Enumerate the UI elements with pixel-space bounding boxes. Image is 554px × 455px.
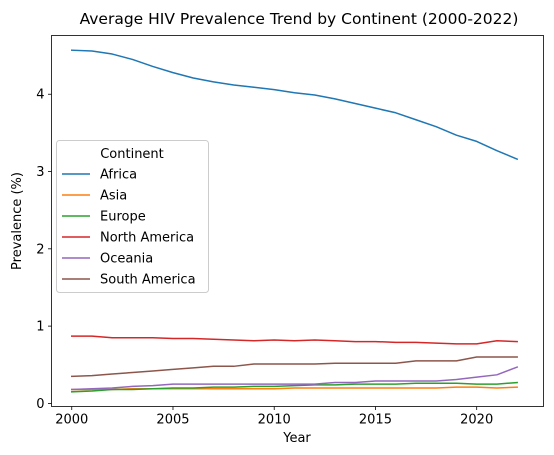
series-line-north-america — [71, 335, 518, 345]
series-line-oceania — [70, 366, 519, 391]
legend-label-oceania: Oceania — [100, 252, 153, 267]
x-axis-label: Year — [282, 431, 311, 446]
x-axis-ticks: 2000 2005 2010 2015 2020 — [55, 406, 493, 428]
y-tick-label: 0 — [36, 397, 44, 412]
x-tick-label: 2020 — [460, 413, 493, 428]
series-line-europe — [70, 381, 518, 393]
y-tick-label: 3 — [36, 165, 44, 180]
series-line-south-america — [70, 356, 518, 378]
y-tick-label: 4 — [36, 88, 44, 103]
legend-label-europe: Europe — [100, 210, 146, 225]
y-tick-label: 1 — [36, 320, 44, 335]
legend-entries: Africa Asia Europe North America Oceania Sout… — [62, 168, 196, 288]
x-tick-label: 2010 — [258, 413, 291, 428]
legend-label-asia: Asia — [100, 189, 127, 204]
x-tick-label: 2000 — [55, 413, 88, 428]
legend-label-africa: Africa — [100, 168, 137, 183]
legend-label-north-america: North America — [100, 231, 194, 246]
legend-label-south-america: South America — [100, 273, 196, 288]
plot-frame — [51, 35, 544, 407]
legend-box — [56, 140, 209, 293]
x-tick-label: 2015 — [359, 413, 392, 428]
plot-lines — [70, 49, 519, 393]
x-tick-label: 2005 — [156, 413, 189, 428]
y-axis-label: Prevalence (%) — [10, 172, 25, 270]
y-axis-ticks: 0 1 2 3 4 — [36, 88, 52, 412]
legend: Continent Africa Asia Europe North America O… — [56, 140, 209, 293]
legend-title: Continent — [100, 147, 164, 162]
series-line-africa — [70, 49, 519, 161]
y-tick-label: 2 — [36, 242, 44, 257]
chart-title: Average HIV Prevalence Trend by Continen… — [80, 10, 519, 28]
